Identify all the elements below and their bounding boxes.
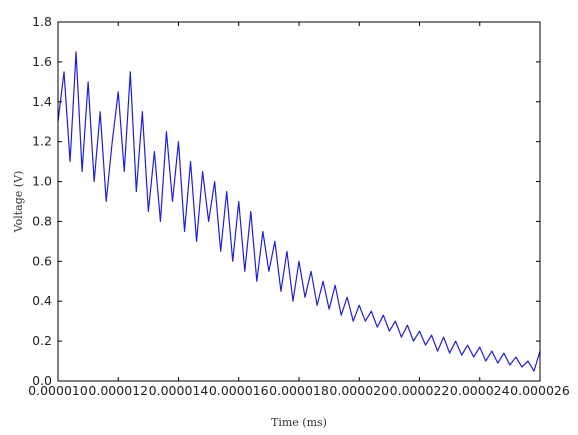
y-tick-label: 0.4 <box>32 293 52 308</box>
y-tick-label: 1.4 <box>32 94 52 109</box>
x-tick-label: 0.000020 <box>329 383 389 398</box>
y-tick-label: 0.6 <box>32 253 52 268</box>
x-tick-label: 0.000024 <box>450 383 510 398</box>
y-axis-label: Voltage (V) <box>12 171 25 234</box>
y-tick-label: 0.2 <box>32 333 52 348</box>
axis-ticks: 0.000010 0.000012 0.000014 0.000016 0.000018… <box>28 14 570 398</box>
x-tick-label: 0.000014 <box>149 383 209 398</box>
y-tick-label: 1.2 <box>32 134 52 149</box>
y-tick-label: 0.8 <box>32 213 52 228</box>
x-tick-label: 0.000018 <box>269 383 329 398</box>
y-tick-label: 1.8 <box>32 14 52 29</box>
x-tick-label: 0.000010 <box>28 383 88 398</box>
x-tick-label: 0.000012 <box>88 383 148 398</box>
y-tick-label: 1.0 <box>32 174 52 189</box>
x-tick-label: 0.000016 <box>209 383 269 398</box>
series-line <box>57 51 541 372</box>
x-tick-label: 0.000022 <box>390 383 450 398</box>
x-axis-label: Time (ms) <box>271 416 327 429</box>
y-tick-label: 1.6 <box>32 54 52 69</box>
x-tick-label: 0.000026 <box>510 383 570 398</box>
y-tick-label: 0.0 <box>32 373 52 388</box>
